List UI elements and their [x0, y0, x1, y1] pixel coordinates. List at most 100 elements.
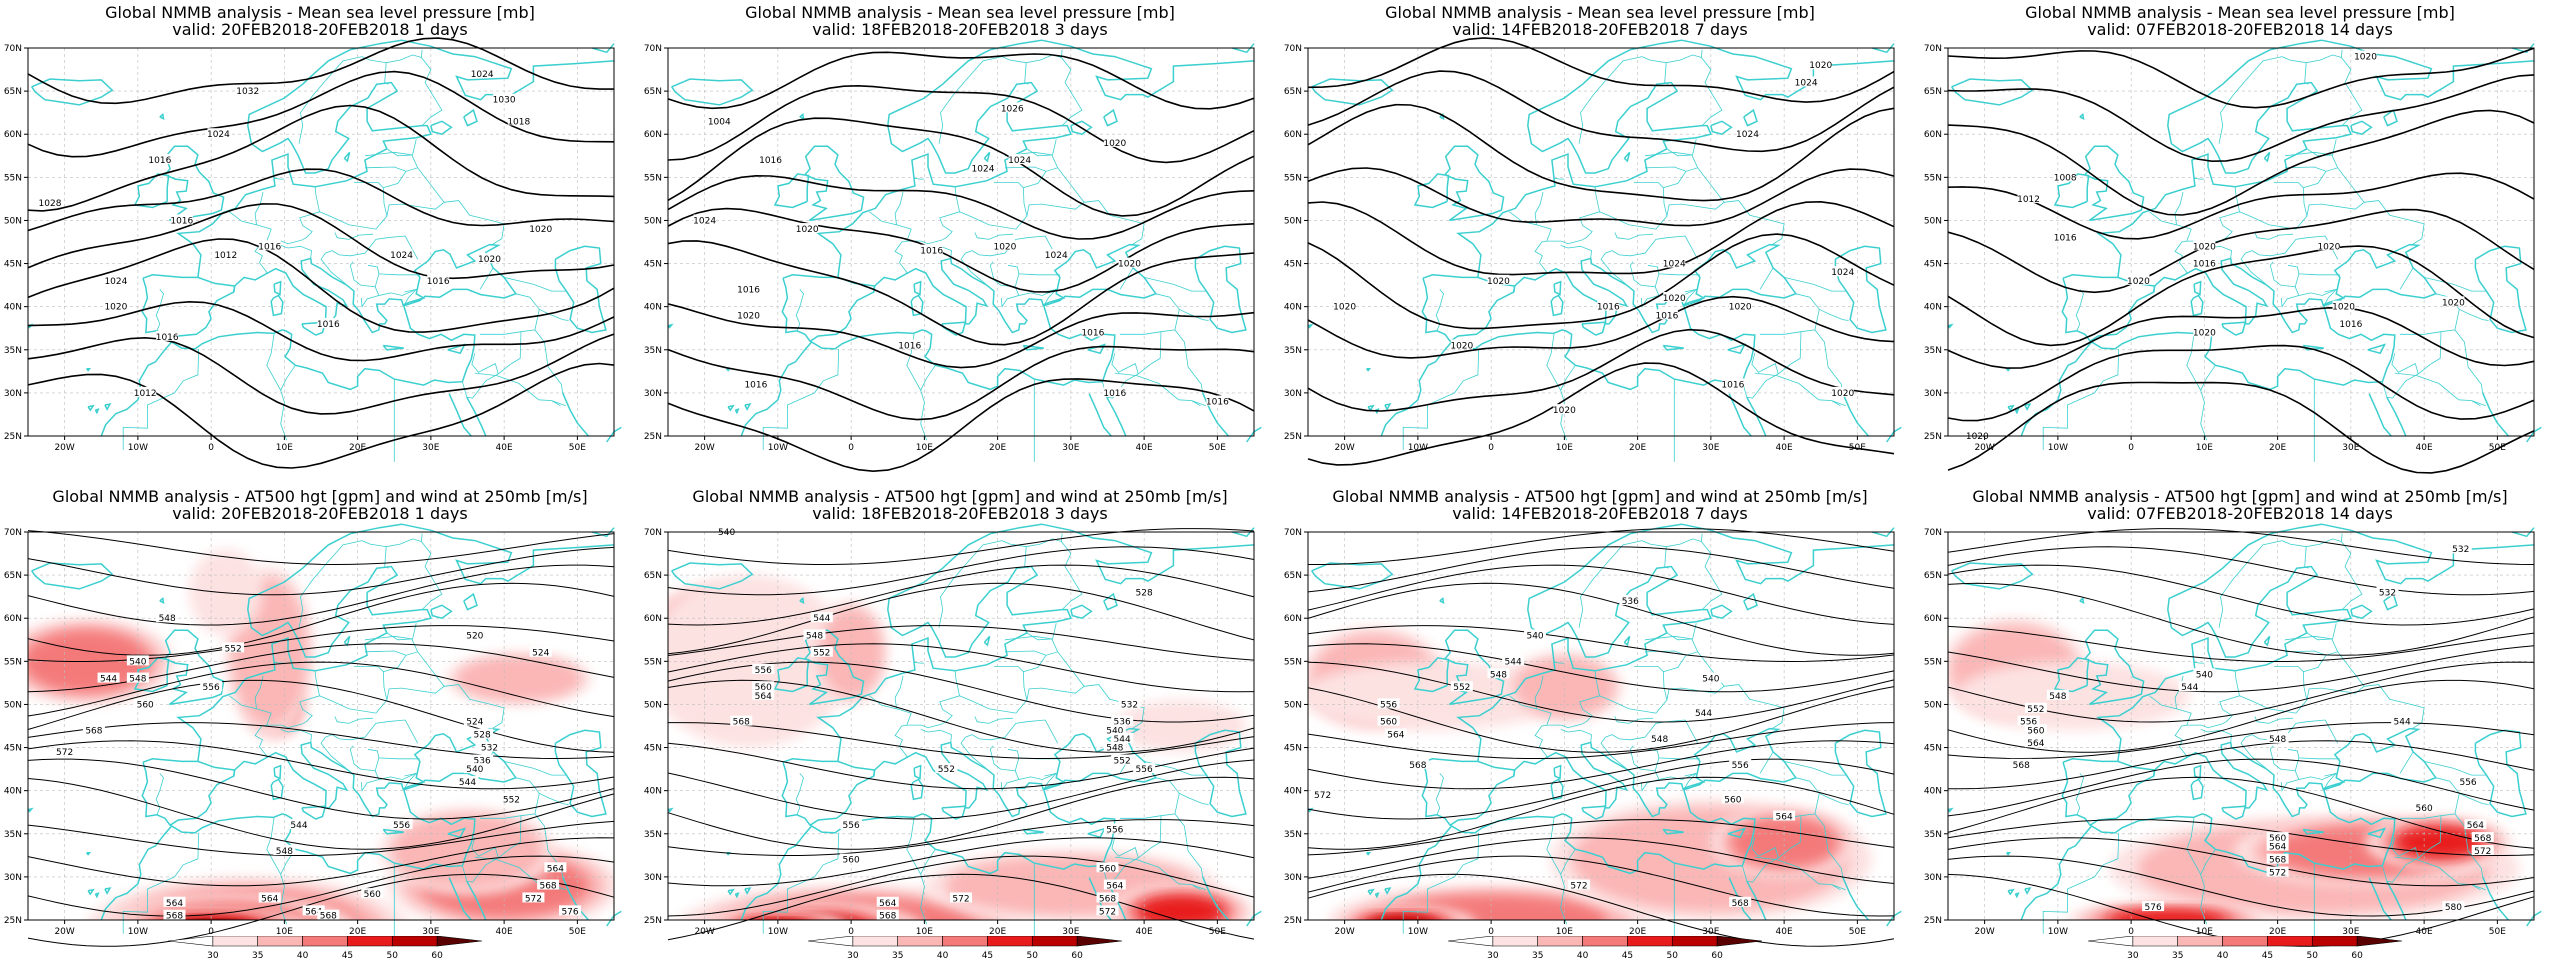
contour-label: 568 [1732, 899, 1749, 909]
panel-title: Global NMMB analysis - Mean sea level pr… [1280, 4, 1920, 38]
colorbar-label: 30 [2127, 951, 2139, 960]
contour-label: 568 [320, 912, 337, 922]
contour-label: 1016 [1081, 329, 1104, 339]
contour-label: 568 [2013, 761, 2030, 771]
lon-tick-label: 10W [2048, 927, 2068, 937]
contour-label: 580 [2445, 903, 2462, 913]
lon-tick-label: 0 [1488, 927, 1494, 937]
lat-tick-label: 55N [4, 173, 22, 183]
lat-tick-label: 60N [1924, 130, 1942, 140]
map-area: 532 532 540 544 548 552 556 560 564 568 544 548 556 5… [1924, 523, 2542, 947]
contour-label: 540 [1106, 726, 1123, 736]
colorbar-label: 35 [1532, 951, 1543, 960]
panel-title-line1: Global NMMB analysis - AT500 hgt [gpm] a… [692, 487, 1228, 506]
lon-tick-label: 40E [1136, 443, 1153, 453]
lon-tick-label: 0 [848, 927, 854, 937]
lon-tick-label: 10E [1556, 443, 1573, 453]
lon-tick-label: 10E [276, 443, 293, 453]
contour-label: 520 [466, 631, 483, 641]
contour-label: 528 [1136, 588, 1153, 598]
axis-tick-labels: 20W 10W 0 10E 20E 30E 40E 50E 70N 65N 60N 55N 50N 45N… [644, 44, 1226, 453]
contour-label: 564 [2269, 843, 2286, 853]
wind-colorbar: 30 35 40 45 50 60 [807, 935, 1123, 961]
lon-tick-label: 10W [2048, 443, 2068, 453]
contour-label: 1024 [471, 70, 494, 80]
contour-label: 1016 [1206, 398, 1229, 408]
colorbar-label: 40 [937, 951, 949, 960]
contour-label: 560 [843, 856, 860, 866]
contour-label: 564 [1387, 731, 1404, 741]
lat-tick-label: 55N [644, 657, 662, 667]
contour-label: 1020 [2442, 298, 2465, 308]
contour-label: 1016 [2339, 320, 2362, 330]
map-frame [27, 531, 615, 921]
axis-tick-labels: 20W 10W 0 10E 20E 30E 40E 50E 70N 65N 60N 55N 50N 45N… [1284, 44, 1866, 453]
map-panel-z500-3: Global NMMB analysis - AT500 hgt [gpm] a… [640, 484, 1280, 964]
lat-tick-label: 60N [4, 614, 22, 624]
colorbar-swatch [2267, 935, 2313, 947]
contour-label: 1016 [1655, 311, 1678, 321]
lat-tick-label: 50N [644, 216, 662, 226]
panel-title-line2: valid: 18FEB2018-20FEB2018 3 days [812, 504, 1108, 523]
contour-label: 556 [1380, 700, 1397, 710]
colorbar-label: 40 [297, 951, 309, 960]
contour-labels: 1032 1024 1030 1018 1024 1016 1028 1016 1016 1012… [39, 67, 552, 399]
lat-lon-grid [28, 48, 614, 436]
lon-tick-label: 20W [1974, 927, 1994, 937]
map-frame [27, 47, 615, 437]
contour-label: 540 [1702, 675, 1719, 685]
panel-title-line1: Global NMMB analysis - Mean sea level pr… [2025, 3, 2455, 22]
map-svg: 1004 1026 1020 1016 1024 1024 1024 1020 1016 1020… [644, 39, 1262, 473]
contour-label: 1020 [1809, 61, 1832, 71]
contour-label: 564 [1106, 882, 1123, 892]
contour-label: 1024 [693, 216, 716, 226]
contour-label: 1020 [2332, 303, 2355, 313]
lat-tick-label: 45N [1924, 260, 1942, 270]
contour-label: 1016 [737, 285, 760, 295]
panel-title-line1: Global NMMB analysis - Mean sea level pr… [1385, 3, 1815, 22]
contour-label: 1020 [1729, 303, 1752, 313]
contour-label: 564 [2467, 821, 2484, 831]
map-panel-mslp-14: Global NMMB analysis - Mean sea level pr… [1920, 0, 2560, 480]
lat-tick-label: 40N [644, 787, 662, 797]
contour-label: 1016 [258, 242, 281, 252]
contour-label: 1012 [134, 389, 157, 399]
lat-tick-label: 40N [644, 303, 662, 313]
panel-title-line2: valid: 14FEB2018-20FEB2018 7 days [1452, 504, 1748, 523]
lat-lon-grid [668, 532, 1254, 920]
colorbar-label: 50 [387, 951, 399, 960]
lat-tick-label: 65N [4, 87, 22, 97]
colorbar-label: 45 [982, 951, 993, 960]
contour-labels: 548 552 520 524 540 544 548 556 560 568 572 524 528 5… [53, 612, 582, 922]
axis-tick-labels: 20W 10W 0 10E 20E 30E 40E 50E 70N 65N 60N 55N 50N 45N… [644, 528, 1226, 937]
lat-tick-label: 70N [644, 44, 662, 54]
lon-tick-label: 30E [2342, 443, 2359, 453]
contour-label: 552 [1114, 756, 1131, 766]
panel-title: Global NMMB analysis - Mean sea level pr… [1920, 4, 2560, 38]
lat-tick-label: 30N [4, 873, 22, 883]
lon-tick-label: 0 [2128, 443, 2134, 453]
contour-label: 568 [166, 912, 183, 922]
lat-tick-label: 25N [1924, 916, 1942, 926]
contour-label: 552 [225, 644, 242, 654]
lat-tick-label: 55N [1284, 657, 1302, 667]
contour-label: 1020 [2354, 53, 2377, 63]
contour-label: 552 [1453, 683, 1470, 693]
panel-title-line2: valid: 20FEB2018-20FEB2018 1 days [172, 20, 468, 39]
contour-label: 1020 [1118, 260, 1141, 270]
lat-tick-label: 70N [644, 528, 662, 538]
lon-tick-label: 10W [128, 443, 148, 453]
colorbar-swatch [1627, 935, 1673, 947]
lat-tick-label: 25N [644, 432, 662, 442]
contour-label: 1016 [2054, 234, 2077, 244]
lon-tick-label: 50E [569, 443, 586, 453]
lon-tick-label: 20E [1629, 927, 1646, 937]
map-frame [1307, 531, 1895, 921]
lon-tick-label: 40E [496, 927, 513, 937]
colorbar-swatch [391, 935, 438, 947]
colorbar-swatch [2311, 935, 2358, 947]
lat-tick-label: 50N [1284, 216, 1302, 226]
contour-labels: 5405285445485525565605645685325365405445… [715, 526, 1156, 922]
lon-tick-label: 20W [1334, 443, 1354, 453]
lat-tick-label: 25N [1924, 432, 1942, 442]
